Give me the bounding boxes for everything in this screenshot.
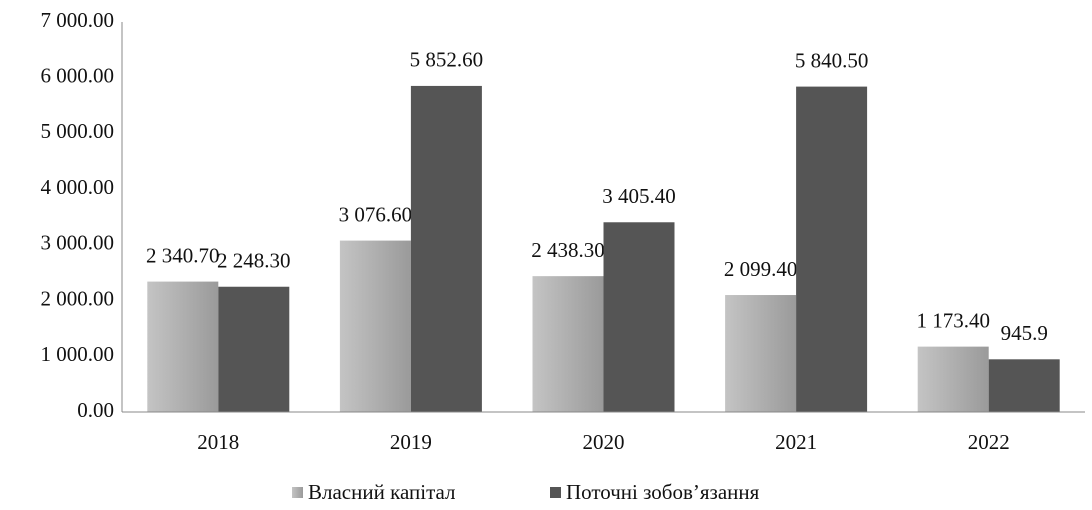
x-tick-label: 2018 [197, 430, 239, 454]
bar [339, 240, 411, 412]
value-label: 2 248.30 [217, 249, 291, 273]
y-tick-label: 7 000.00 [41, 8, 115, 32]
value-label: 3 405.40 [602, 184, 676, 208]
y-tick-label: 1 000.00 [41, 342, 115, 366]
bar [532, 276, 604, 412]
y-tick-label: 4 000.00 [41, 175, 115, 199]
value-label: 5 852.60 [410, 48, 484, 72]
legend-swatch [550, 487, 561, 498]
x-tick-label: 2022 [968, 430, 1010, 454]
x-tick-label: 2020 [583, 430, 625, 454]
value-label: 2 099.40 [724, 257, 798, 281]
bar [147, 281, 219, 412]
bar [603, 222, 675, 412]
bar [917, 346, 989, 412]
value-label: 945.9 [1001, 321, 1048, 345]
legend-swatch [292, 487, 303, 498]
value-label: 1 173.40 [916, 308, 990, 332]
legend-label: Власний капітал [308, 480, 456, 504]
y-tick-label: 0.00 [77, 398, 114, 422]
legend-label: Поточні зобов’язання [566, 480, 760, 504]
value-label: 5 840.50 [795, 48, 869, 72]
value-label: 3 076.60 [339, 202, 413, 226]
y-tick-label: 6 000.00 [41, 64, 115, 88]
bar [218, 286, 290, 412]
x-tick-label: 2019 [390, 430, 432, 454]
bar [796, 86, 868, 413]
y-tick-label: 3 000.00 [41, 231, 115, 255]
bar [410, 85, 482, 412]
bar [725, 295, 797, 412]
value-label: 2 438.30 [531, 238, 605, 262]
x-tick-label: 2021 [775, 430, 817, 454]
bar [988, 359, 1060, 412]
y-tick-label: 2 000.00 [41, 286, 115, 310]
y-tick-label: 5 000.00 [41, 119, 115, 143]
value-label: 2 340.70 [146, 243, 220, 267]
